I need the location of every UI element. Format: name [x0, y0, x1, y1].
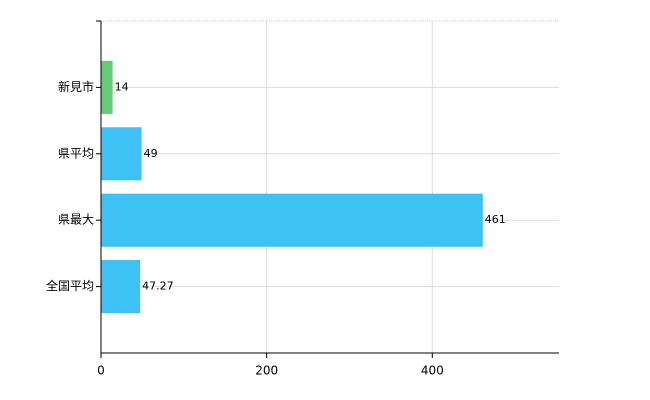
value-label: 49: [144, 147, 158, 160]
bar: [101, 193, 483, 247]
y-tick-label: 新見市: [58, 79, 94, 94]
value-label: 14: [115, 80, 129, 93]
x-tick-label: 400: [421, 364, 444, 378]
value-label: 47.27: [142, 280, 174, 293]
x-tick-label: 200: [255, 364, 278, 378]
y-tick-label: 県平均: [58, 146, 94, 160]
value-label: 461: [485, 213, 506, 226]
y-tick-label: 全国平均: [46, 278, 94, 293]
bar: [101, 60, 113, 114]
bar: [101, 127, 142, 181]
bar: [101, 260, 141, 314]
y-tick-label: 県最大: [58, 213, 94, 227]
x-tick-label: 0: [97, 364, 105, 378]
